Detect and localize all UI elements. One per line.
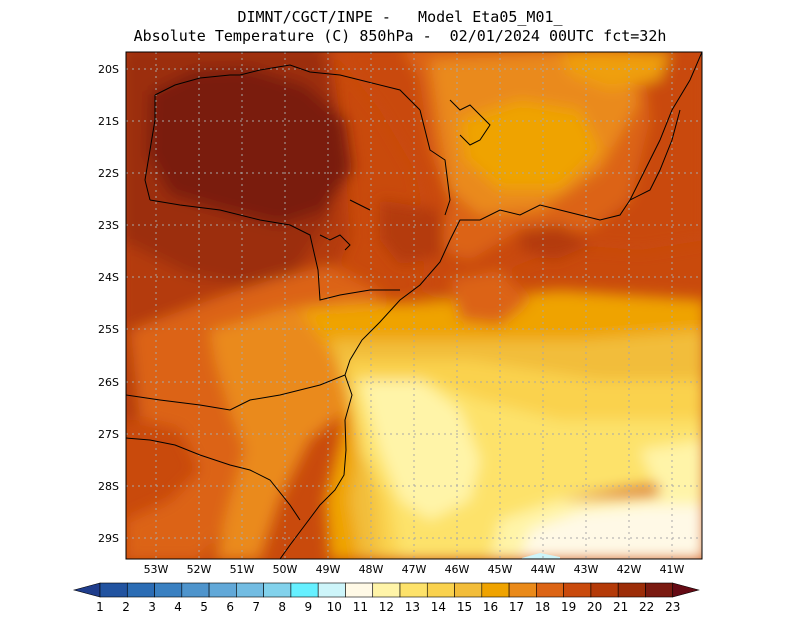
colorbar-swatch <box>154 582 183 598</box>
lon-label: 41W <box>660 563 685 576</box>
border-sp-pr <box>149 199 400 301</box>
lon-label: 46W <box>445 563 470 576</box>
colorbar-label: 12 <box>379 600 394 614</box>
border-ms <box>154 74 240 96</box>
colorbar-swatch <box>263 582 292 598</box>
colorbar-label: 5 <box>200 600 208 614</box>
lon-label: 48W <box>359 563 384 576</box>
colorbar-label: 21 <box>613 600 628 614</box>
colorbar-label: 16 <box>483 600 498 614</box>
colorbar-swatch <box>399 582 428 598</box>
colorbar-label: 22 <box>639 600 654 614</box>
lat-label: 24S <box>98 271 119 284</box>
colorbar-label: 19 <box>561 600 576 614</box>
colorbar-arrow-left <box>72 582 101 598</box>
longitude-labels: 53W 52W 51W 50W 49W 48W 47W 46W 45W 44W … <box>144 563 685 576</box>
colorbar-swatch <box>236 582 264 598</box>
border-pr-sc <box>126 374 346 411</box>
lon-label: 52W <box>187 563 212 576</box>
colorbar-swatch <box>99 582 128 598</box>
colorbar-swatch <box>617 582 646 598</box>
colorbar-label: 8 <box>278 600 286 614</box>
lat-label: 20S <box>98 63 119 76</box>
colorbar-swatch <box>454 582 483 598</box>
colorbar-label: 13 <box>405 600 420 614</box>
colorbar-swatch <box>536 582 564 598</box>
coastline <box>279 52 702 559</box>
colorbar-swatch <box>317 582 346 598</box>
colorbar-swatch <box>372 582 401 598</box>
graticule <box>126 52 702 559</box>
colorbar-swatch <box>208 582 237 598</box>
colorbar-swatch <box>426 582 455 598</box>
lat-label: 23S <box>98 219 119 232</box>
colorbar-label: 2 <box>122 600 130 614</box>
colorbar-swatch <box>590 582 619 598</box>
boundaries <box>126 52 702 559</box>
latitude-labels: 20S 21S 22S 23S 24S 25S 26S 27S 28S 29S <box>98 63 119 545</box>
colorbar-label: 10 <box>327 600 342 614</box>
lat-label: 25S <box>98 323 119 336</box>
colorbar-swatch <box>345 582 374 598</box>
border-west <box>144 95 156 201</box>
colorbar-label: 4 <box>174 600 182 614</box>
temperature-field <box>126 52 702 559</box>
border-mg-sp <box>419 109 451 216</box>
colorbar-label: 23 <box>665 600 680 614</box>
border-mg <box>239 64 421 111</box>
colorbar-swatch <box>563 582 592 598</box>
lat-label: 27S <box>98 428 119 441</box>
river-segment <box>319 234 351 251</box>
lon-label: 49W <box>316 563 341 576</box>
lon-label: 53W <box>144 563 169 576</box>
colorbar-label: 14 <box>431 600 446 614</box>
colorbar-label: 6 <box>226 600 234 614</box>
lat-label: 28S <box>98 480 119 493</box>
lon-label: 50W <box>273 563 298 576</box>
colorbar-label: 11 <box>353 600 368 614</box>
map-frame <box>125 51 703 560</box>
lon-label: 44W <box>531 563 556 576</box>
colorbar-swatch <box>481 582 510 598</box>
lon-label: 42W <box>617 563 642 576</box>
colorbar-label: 3 <box>148 600 156 614</box>
colorbar-label: 15 <box>457 600 472 614</box>
colorbar-swatch <box>290 582 319 598</box>
colorbar-label: 17 <box>509 600 524 614</box>
colorbar-label: 1 <box>96 600 104 614</box>
lat-label: 29S <box>98 532 119 545</box>
title-line-2: Absolute Temperature (C) 850hPa - 02/01/… <box>133 27 667 45</box>
colorbar-label: 20 <box>587 600 602 614</box>
colorbar-label: 7 <box>252 600 260 614</box>
border-rj <box>629 109 681 201</box>
title-line-1: DIMNT/CGCT/INPE - Model Eta05_M01_ <box>237 8 563 26</box>
colorbar-arrow-right <box>672 582 700 598</box>
colorbar: 1 2 3 4 5 6 7 8 9 10 11 12 13 14 15 16 17 18 19 20 21 22 23 <box>72 582 700 614</box>
colorbar-swatch <box>126 582 155 598</box>
colorbar-swatch <box>645 582 674 598</box>
river-segment-2 <box>349 199 371 211</box>
lake-furnas <box>449 99 491 146</box>
lon-label: 51W <box>230 563 255 576</box>
lon-label: 43W <box>574 563 599 576</box>
lon-label: 45W <box>488 563 513 576</box>
lat-label: 26S <box>98 376 119 389</box>
colorbar-swatch <box>181 582 210 598</box>
colorbar-label: 9 <box>304 600 312 614</box>
lat-label: 22S <box>98 167 119 180</box>
colorbar-label: 18 <box>535 600 550 614</box>
lon-label: 47W <box>402 563 427 576</box>
lat-label: 21S <box>98 115 119 128</box>
colorbar-swatch <box>508 582 537 598</box>
border-sc-rs <box>126 437 301 521</box>
